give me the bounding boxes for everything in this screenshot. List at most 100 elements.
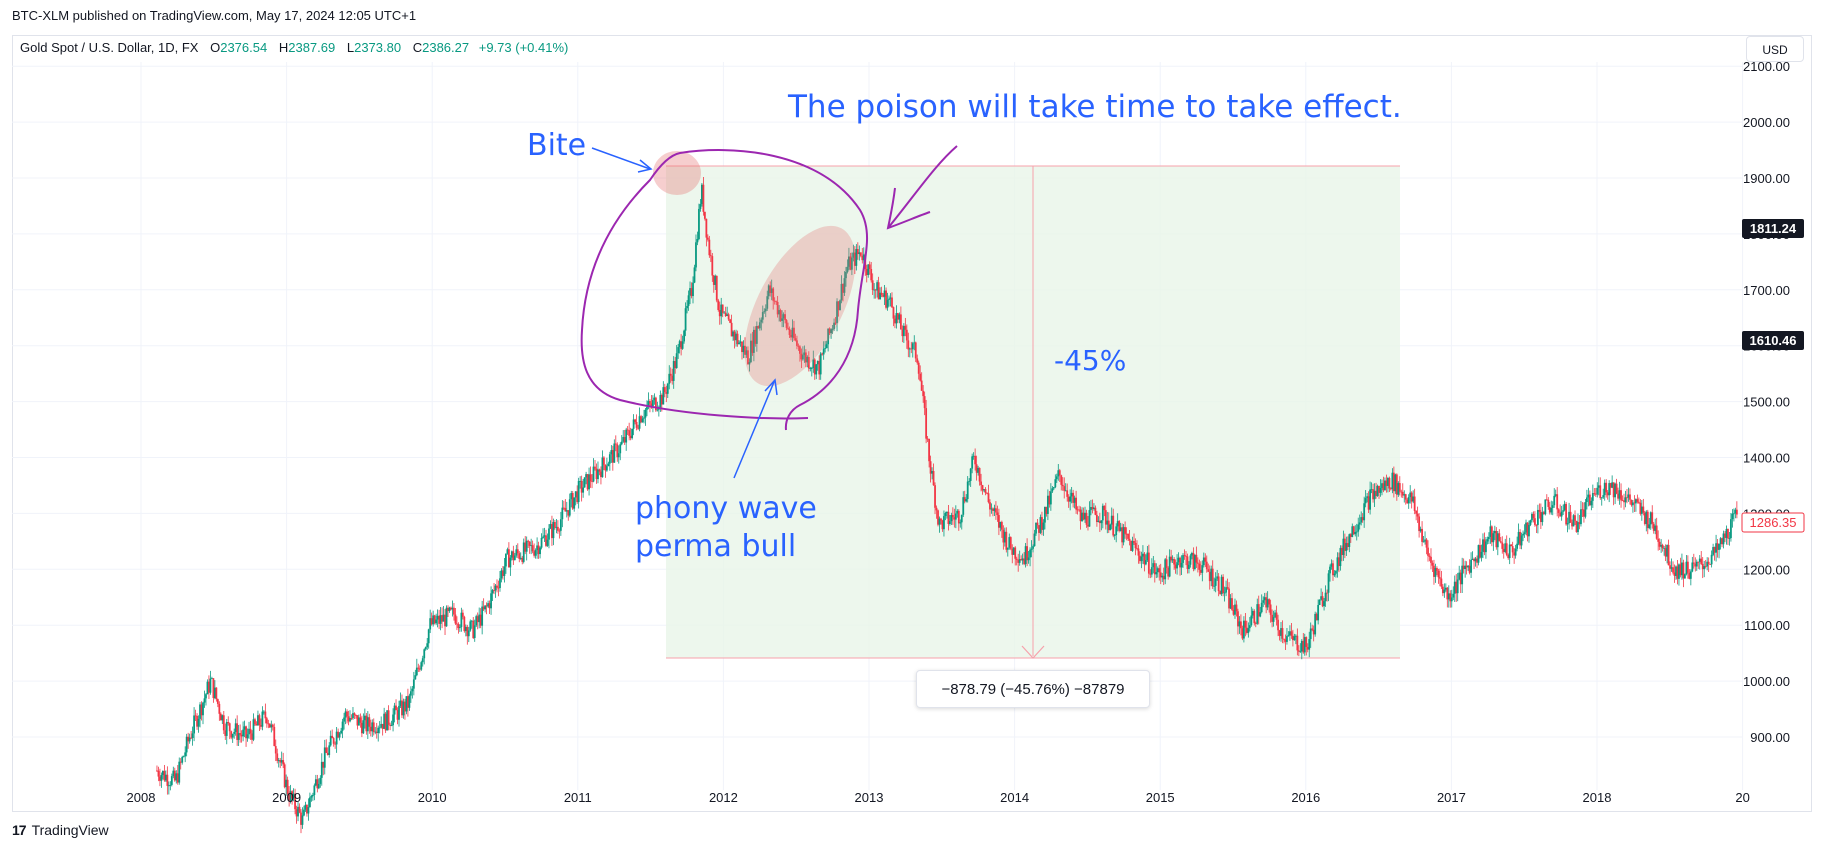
candle-body xyxy=(957,510,960,524)
candle-body xyxy=(1722,533,1725,545)
candle-body xyxy=(1274,612,1276,618)
candle-body xyxy=(1317,604,1320,621)
candle-body xyxy=(1470,559,1472,573)
candle-body xyxy=(1539,511,1542,523)
candle-body xyxy=(1600,497,1603,499)
candle-body xyxy=(282,760,285,765)
candle-body xyxy=(338,733,341,738)
candle-body xyxy=(1024,546,1027,565)
candle-body xyxy=(1682,562,1685,579)
candle-body xyxy=(265,718,268,724)
candle-body xyxy=(1436,568,1438,571)
candle-body xyxy=(595,468,598,480)
candle-body xyxy=(166,774,169,786)
candle-body xyxy=(1419,528,1422,532)
low-label: L xyxy=(346,40,355,55)
candle-body xyxy=(412,679,415,689)
candle-body xyxy=(1162,575,1165,580)
candle-body xyxy=(349,718,351,722)
candle-body xyxy=(450,607,452,610)
candle-body xyxy=(236,723,239,740)
candle-body xyxy=(724,312,727,317)
currency-button[interactable]: USD xyxy=(1746,36,1804,62)
bite-arrow-head xyxy=(637,159,653,173)
candle-body xyxy=(1073,497,1076,503)
candle-body xyxy=(693,267,696,283)
candle-body xyxy=(1234,604,1236,615)
candle-body xyxy=(980,481,982,486)
candle-body xyxy=(424,647,427,650)
candle-body xyxy=(1139,555,1141,562)
candle-body xyxy=(564,507,567,512)
candle-body xyxy=(842,283,844,293)
candle-body xyxy=(1250,615,1253,626)
y-tick-label: 1500.00 xyxy=(1743,395,1790,410)
candle-body xyxy=(963,497,966,502)
candle-body xyxy=(1265,597,1268,608)
candle-body xyxy=(1577,522,1579,533)
candle-body xyxy=(698,208,700,240)
candle-body xyxy=(1712,547,1715,555)
candle-body xyxy=(1044,506,1046,523)
candle-body xyxy=(819,353,822,375)
candle-body xyxy=(663,387,666,393)
candle-body xyxy=(1379,488,1382,493)
candle-body xyxy=(461,612,464,617)
candle-body xyxy=(849,256,852,270)
candle-body xyxy=(926,438,929,440)
candle-body xyxy=(311,794,314,797)
candle-body xyxy=(252,719,255,740)
open-label: O xyxy=(210,40,221,55)
candle-body xyxy=(905,329,908,341)
candle-body xyxy=(732,331,734,337)
candle-body xyxy=(172,770,175,777)
candle-body xyxy=(1544,499,1547,515)
candle-body xyxy=(1568,511,1570,524)
candle-body xyxy=(1167,567,1170,577)
candle-body xyxy=(1271,614,1274,622)
candle-body xyxy=(1128,538,1131,541)
candle-body xyxy=(1603,482,1606,496)
candle-body xyxy=(928,439,931,462)
candle-body xyxy=(245,726,247,739)
candle-body xyxy=(744,345,746,355)
candle-body xyxy=(711,256,714,276)
candle-body xyxy=(968,480,971,482)
candle-body xyxy=(456,623,458,625)
candle-body xyxy=(1032,546,1034,549)
y-tick-label: 2000.00 xyxy=(1743,115,1790,130)
candle-body xyxy=(212,678,215,699)
candle-body xyxy=(598,469,601,472)
candle-body xyxy=(702,184,705,212)
candle-body xyxy=(607,463,610,467)
candle-body xyxy=(175,773,178,781)
candle-body xyxy=(953,517,956,520)
candle-body xyxy=(230,731,233,738)
candle-body xyxy=(840,283,843,301)
candle-body xyxy=(637,427,639,429)
candle-body xyxy=(1170,556,1173,561)
candle-body xyxy=(690,288,693,297)
candle-body xyxy=(836,301,838,323)
candle-body xyxy=(435,619,438,624)
candle-body xyxy=(647,401,650,408)
candle-body xyxy=(1646,511,1649,529)
candle-body xyxy=(983,489,985,491)
candles xyxy=(156,176,1738,834)
candle-body xyxy=(254,719,256,725)
candle-body xyxy=(855,249,858,266)
candle-body xyxy=(1093,507,1095,510)
candle-body xyxy=(1066,490,1069,497)
candle-body xyxy=(1201,565,1204,573)
candle-body xyxy=(859,252,862,256)
candle-body xyxy=(257,715,259,726)
candle-body xyxy=(911,343,914,350)
candle-body xyxy=(1367,496,1370,510)
candle-body xyxy=(390,725,393,726)
bite-annotation: Bite xyxy=(527,128,586,163)
candle-body xyxy=(219,713,222,721)
candle-body xyxy=(549,524,552,529)
candle-body xyxy=(170,776,173,785)
candle-body xyxy=(833,322,835,329)
